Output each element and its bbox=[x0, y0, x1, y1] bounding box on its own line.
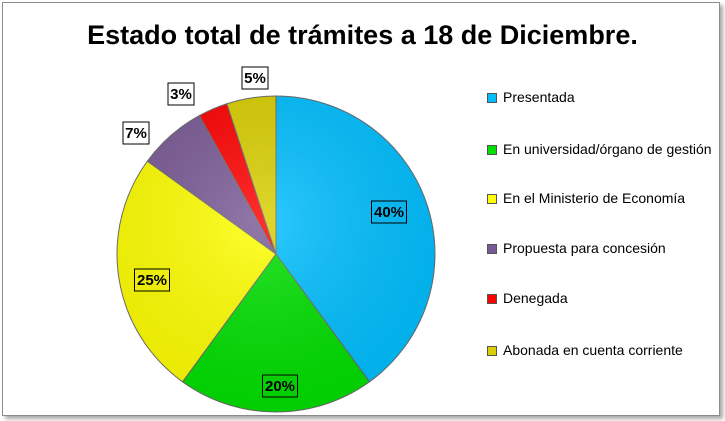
chart-title: Estado total de trámites a 18 de Diciemb… bbox=[87, 20, 638, 50]
legend-label: Denegada bbox=[503, 290, 568, 306]
data-label-universidad: 20% bbox=[262, 374, 298, 398]
legend-swatch bbox=[487, 145, 497, 155]
data-label-box bbox=[122, 121, 150, 145]
data-label-box bbox=[371, 200, 407, 224]
legend-swatch bbox=[487, 244, 497, 254]
data-label-text: 7% bbox=[125, 125, 147, 142]
data-label-text: 20% bbox=[265, 378, 295, 395]
data-label-box bbox=[167, 82, 195, 106]
legend-label: Presentada bbox=[503, 89, 575, 105]
data-label-text: 25% bbox=[137, 272, 167, 289]
legend-swatch bbox=[487, 194, 497, 204]
data-label-box bbox=[262, 374, 298, 398]
data-label-abonada: 5% bbox=[241, 66, 269, 90]
data-label-text: 5% bbox=[244, 70, 266, 87]
data-label-text: 3% bbox=[170, 86, 192, 103]
data-label-ministerio: 25% bbox=[134, 268, 170, 292]
data-label-denegada: 3% bbox=[167, 82, 195, 106]
legend-swatch bbox=[487, 93, 497, 103]
data-label-propuesta: 7% bbox=[122, 121, 150, 145]
data-label-presentada: 40% bbox=[371, 200, 407, 224]
legend-label: Abonada en cuenta corriente bbox=[503, 342, 683, 358]
legend-label: Propuesta para concesión bbox=[503, 240, 666, 256]
legend-label: En el Ministerio de Economía bbox=[503, 190, 686, 206]
legend-swatch bbox=[487, 294, 497, 304]
legend-label: En universidad/órgano de gestión bbox=[503, 141, 712, 157]
legend-swatch bbox=[487, 346, 497, 356]
data-label-box bbox=[241, 66, 269, 90]
data-label-box bbox=[134, 268, 170, 292]
data-label-text: 40% bbox=[374, 204, 404, 221]
